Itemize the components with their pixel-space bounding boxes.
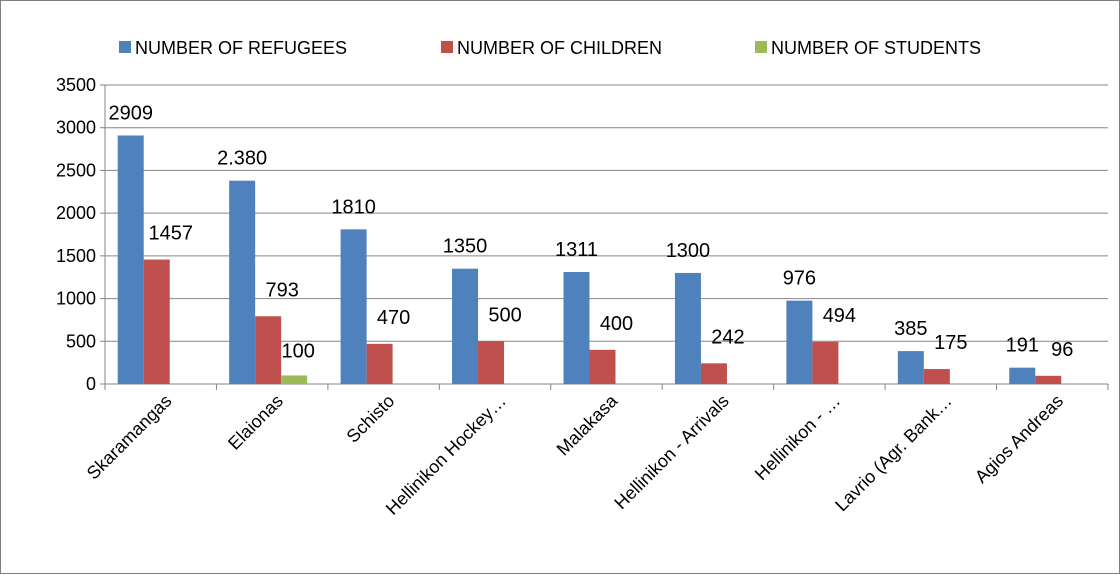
legend-swatch — [119, 41, 131, 53]
legend-label: NUMBER OF STUDENTS — [771, 38, 981, 58]
data-label: 175 — [934, 332, 967, 354]
data-label: 793 — [265, 279, 298, 301]
bar — [340, 229, 367, 384]
data-label: 385 — [894, 318, 927, 340]
bar — [812, 341, 839, 384]
bar — [589, 349, 616, 384]
x-tick-label: Agios Andreas — [971, 391, 1067, 487]
bar — [143, 259, 170, 384]
x-tick-label: Malakasa — [553, 390, 622, 459]
x-tick-label: Schisto — [343, 391, 399, 447]
y-tick-label: 3000 — [56, 118, 96, 138]
x-tick-label: Hellinikon - Arrivals — [610, 391, 732, 513]
legend-swatch — [441, 41, 453, 53]
y-tick-label: 0 — [86, 374, 96, 394]
bar — [452, 268, 479, 384]
bar — [563, 272, 590, 384]
data-label: 1810 — [331, 196, 376, 218]
bar — [786, 300, 813, 384]
data-label: 1457 — [148, 223, 193, 245]
bar — [366, 343, 393, 384]
data-labels: 2909 2.380 1810 1350 1311 1300 976 385 191 1457 79… — [108, 102, 1073, 362]
data-label: 400 — [600, 313, 633, 335]
bar — [897, 351, 924, 384]
x-tick-label: Elaionas — [224, 391, 287, 454]
data-label: 1350 — [443, 236, 488, 258]
x-tick-label: Skaramangas — [83, 391, 176, 484]
data-label: 100 — [281, 340, 314, 362]
bar — [478, 341, 505, 384]
data-label: 2.380 — [217, 148, 267, 170]
y-tick-label: 2000 — [56, 203, 96, 223]
legend: NUMBER OF REFUGEES NUMBER OF CHILDREN NUMB… — [119, 38, 981, 58]
data-label: 191 — [1006, 335, 1039, 357]
legend-swatch — [755, 41, 767, 53]
legend-label: NUMBER OF CHILDREN — [457, 38, 662, 58]
bar — [255, 316, 282, 384]
data-label: 500 — [488, 304, 521, 326]
data-label: 2909 — [108, 102, 153, 124]
bar — [674, 272, 701, 384]
y-tick-label: 500 — [66, 331, 96, 351]
y-tick-label: 1000 — [56, 289, 96, 309]
data-label: 494 — [823, 305, 856, 327]
bar — [700, 363, 727, 384]
bar — [229, 180, 256, 384]
bar — [281, 375, 308, 384]
bar — [1035, 375, 1062, 384]
legend-label: NUMBER OF REFUGEES — [135, 38, 347, 58]
bar — [1009, 367, 1036, 384]
y-tick-label: 3500 — [56, 75, 96, 95]
data-label: 470 — [377, 307, 410, 329]
y-tick-label: 1500 — [56, 246, 96, 266]
data-label: 1311 — [555, 239, 598, 261]
data-label: 976 — [783, 268, 816, 290]
x-tick-label: Hellinikon Hockey… — [382, 391, 510, 519]
data-label: 96 — [1051, 339, 1073, 361]
bar — [117, 135, 144, 384]
gridlines — [105, 84, 1108, 342]
x-tick-label: Lavrio (Agr. Bank… — [831, 391, 956, 516]
data-label: 242 — [711, 326, 744, 348]
data-label: 1300 — [666, 240, 711, 262]
x-tick-label: Hellinikon - … — [751, 391, 844, 484]
bar — [923, 369, 950, 384]
bars — [117, 135, 1062, 384]
y-tick-label: 2500 — [56, 160, 96, 180]
